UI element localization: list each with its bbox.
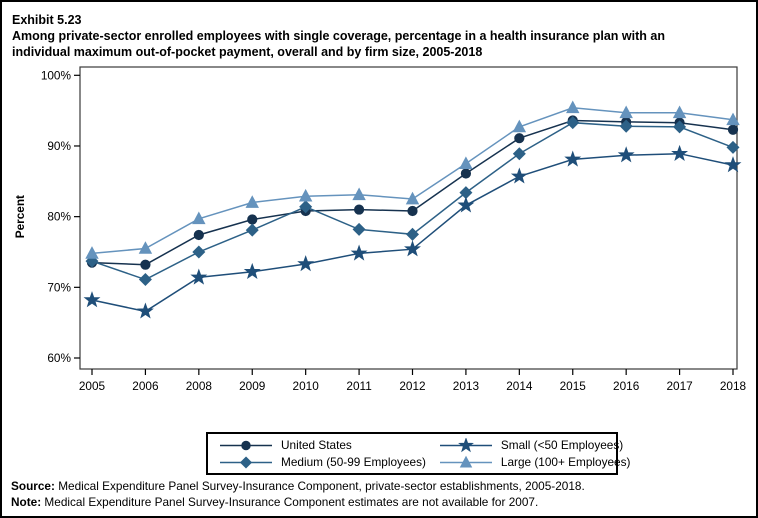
data-point-diamond [512,147,526,161]
data-point-star [724,156,742,173]
title-block: Exhibit 5.23 Among private-sector enroll… [12,12,724,60]
data-point-triangle [459,156,473,169]
data-point-star [617,146,635,163]
line-chart: 60% 70% 80% 90% 100% 2005 2006 2008 2009 2010 2011… [13,66,747,393]
x-tick-label: 2018 [720,379,747,393]
legend-item-small-50-employees: Small (<50 Employees) [439,437,631,453]
data-point-diamond [619,119,633,133]
x-tick-label: 2005 [79,379,106,393]
y-tick-label: 90% [47,139,71,153]
data-point-star [458,437,474,452]
data-point-star [404,240,421,257]
legend-label: Large (100+ Employees) [500,455,631,469]
data-point-circle [407,205,418,217]
chart-legend: United States Medium (50-99 Employees) Sma… [206,432,630,475]
data-point-diamond [673,120,687,134]
data-point-circle [727,124,739,135]
data-point-star [564,150,582,167]
legend-item-medium-50-99-employees: Medium (50-99 Employees) [220,454,426,470]
data-point-diamond [192,245,206,259]
data-point-triangle [566,100,580,114]
data-point-star [243,262,261,279]
data-point-triangle [726,112,740,126]
x-tick-label: 2014 [506,379,533,393]
source-text: Medical Expenditure Panel Survey-Insuran… [54,479,585,493]
legend-label: Medium (50-99 Employees) [281,455,426,469]
x-tick-label: 2009 [239,379,265,393]
x-tick-label: 2011 [346,379,371,393]
data-point-triangle [512,119,527,133]
legend-label: United States [281,438,352,452]
x-tick-label: 2008 [186,379,213,393]
x-tick-label: 2010 [293,379,320,393]
data-point-triangle [459,455,473,467]
data-point-circle [247,214,258,225]
x-tick-label: 2015 [560,379,587,393]
data-point-diamond [352,222,366,236]
data-point-circle [353,204,365,215]
data-point-triangle [298,188,313,202]
y-tick-label: 100% [41,68,72,82]
source-label: Source: [11,479,55,493]
series-large-100-employees [85,100,740,259]
data-point-circle [460,168,472,179]
data-point-star [190,268,208,285]
data-point-triangle [138,241,153,254]
data-point-diamond [405,227,420,241]
data-point-star [83,291,101,308]
y-tick-label: 80% [47,210,71,224]
data-point-diamond [726,140,740,154]
data-point-triangle [352,187,366,201]
data-point-triangle [672,105,687,119]
data-point-star [136,302,154,319]
data-point-star [457,196,475,213]
source-note: Source: Medical Expenditure Panel Survey… [11,479,585,494]
legend-item-united-states: United States [220,437,426,453]
data-point-star [510,167,528,184]
x-tick-label: 2017 [666,379,692,393]
legend-label: Small (<50 Employees) [500,438,624,452]
data-point-diamond [85,254,99,268]
data-point-circle [514,133,525,144]
data-point-triangle [85,246,99,259]
data-point-star [350,244,368,261]
legend-marker-diamond-icon [220,455,272,469]
data-point-triangle [619,105,633,119]
legend-marker-circle-icon [220,440,272,450]
x-tick-label: 2013 [453,379,480,393]
y-tick-label: 70% [47,280,71,294]
data-point-diamond [245,223,259,237]
plot-frame [79,66,738,370]
series-small-50-employees [83,144,742,319]
data-point-circle [140,259,151,270]
x-tick-label: 2012 [399,379,425,393]
data-point-star [671,144,689,161]
legend-item-large-100-employees: Large (100+ Employees) [439,454,631,470]
exhibit-number: Exhibit 5.23 [12,13,82,27]
data-point-triangle [192,211,206,225]
series-medium-50-99-employees [85,116,740,287]
availability-note: Note: Medical Expenditure Panel Survey-I… [11,495,538,510]
data-point-diamond [239,455,253,469]
data-point-circle [193,229,204,241]
y-axis-title: Percent [13,195,27,238]
y-tick-label: 60% [47,351,71,365]
legend-marker-star-icon [439,437,492,452]
x-tick-label: 2016 [613,379,640,393]
note-text: Medical Expenditure Panel Survey-Insuran… [41,495,539,509]
data-point-diamond [138,273,152,287]
data-point-circle [241,440,251,450]
data-point-star [297,255,315,272]
x-axis: 2005 2006 2008 2009 2010 2011 2012 2013 2014 2015… [79,369,747,393]
data-point-triangle [405,191,420,205]
legend-marker-triangle-icon [439,455,492,467]
note-label: Note: [11,495,42,509]
data-point-triangle [245,195,259,208]
y-axis: 60% 70% 80% 90% 100% [41,68,80,365]
chart-title: Among private-sector enrolled employees … [12,29,665,59]
data-point-diamond [299,200,313,214]
data-point-diamond [566,116,580,130]
x-tick-label: 2006 [132,379,159,393]
